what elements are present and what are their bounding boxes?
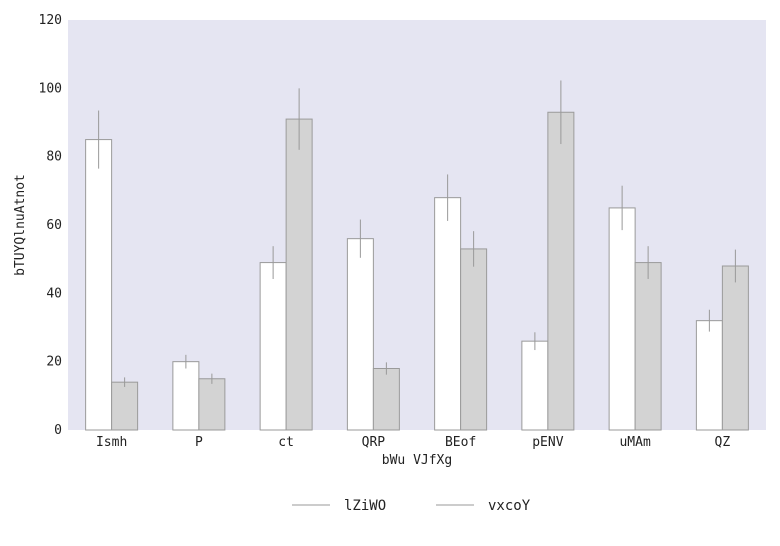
- x-tick-label: QZ: [715, 435, 731, 450]
- x-tick-label: QRP: [362, 435, 386, 450]
- x-tick-label: BEof: [445, 435, 476, 450]
- bar-lZiWO-ct: [259, 262, 287, 431]
- y-tick-label: 20: [46, 355, 62, 370]
- bar-lZiWO-QZ: [695, 320, 723, 431]
- bar-vxcoY-P: [198, 378, 226, 431]
- legend-label-lZiWO: lZiWO: [344, 498, 386, 514]
- x-tick-label: Ismh: [96, 435, 127, 450]
- bar-lZiWO-QRP: [346, 238, 374, 431]
- x-tick-label: P: [195, 435, 203, 450]
- bar-lZiWO-Ismh: [85, 139, 113, 431]
- y-tick-label: 100: [39, 81, 62, 96]
- bar-vxcoY-BEof: [460, 248, 488, 431]
- bar-lZiWO-uMAm: [608, 207, 636, 431]
- bar-lZiWO-pENV: [521, 340, 549, 431]
- bar-vxcoY-pENV: [547, 111, 575, 431]
- y-tick-label: 120: [39, 13, 62, 28]
- y-tick-label: 0: [54, 423, 62, 438]
- bar-vxcoY-QRP: [372, 368, 400, 431]
- legend: lZiWO vxcoY: [292, 498, 531, 514]
- x-axis-label: bWu VJfXg: [382, 453, 452, 468]
- x-tick-label: pENV: [532, 435, 563, 450]
- bar-vxcoY-uMAm: [634, 262, 662, 431]
- bar-lZiWO-P: [172, 361, 200, 431]
- bar-vxcoY-Ismh: [111, 381, 139, 431]
- x-tick-label: uMAm: [619, 435, 650, 450]
- y-tick-label: 60: [46, 218, 62, 233]
- y-axis-label: bTUYQlnuAtnot: [13, 174, 28, 276]
- bar-vxcoY-ct: [285, 118, 313, 431]
- y-tick-label: 80: [46, 150, 62, 165]
- bar-vxcoY-QZ: [721, 265, 749, 431]
- bar-lZiWO-BEof: [434, 197, 462, 431]
- x-tick-label: ct: [278, 435, 294, 450]
- legend-label-vxcoY: vxcoY: [488, 498, 531, 514]
- y-tick-label: 40: [46, 286, 62, 301]
